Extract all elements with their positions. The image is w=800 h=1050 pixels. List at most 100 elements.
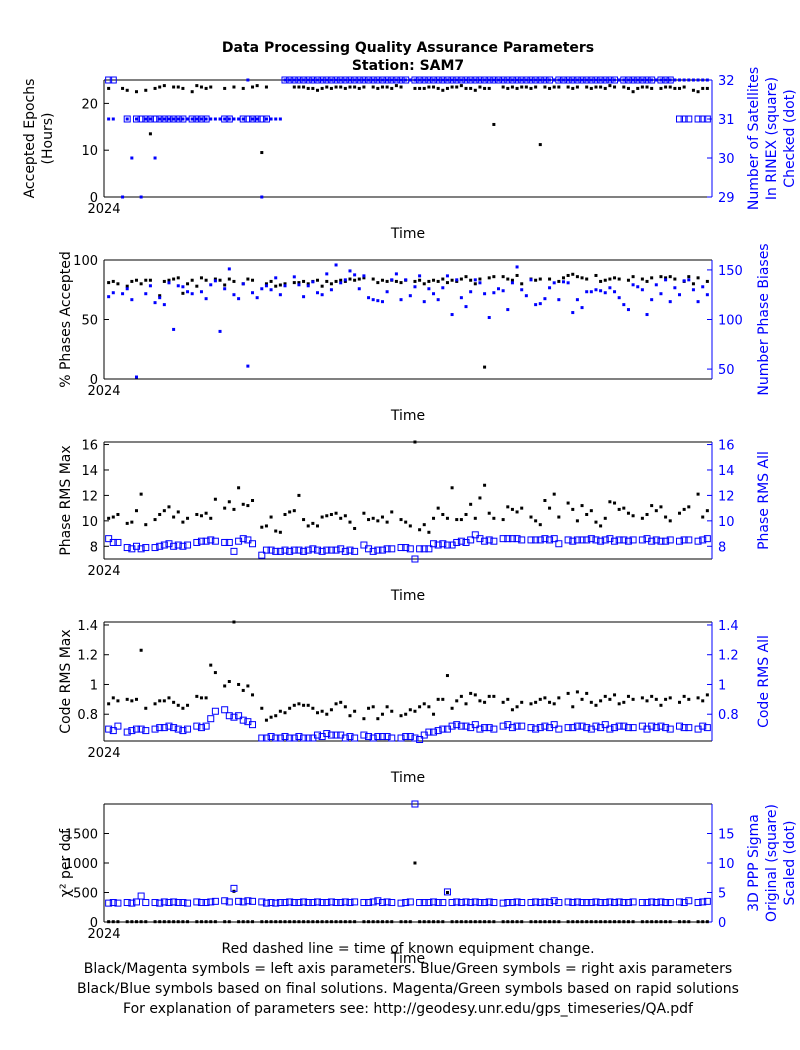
series-1 (107, 861, 709, 924)
data-square (290, 899, 298, 907)
data-point (673, 277, 677, 281)
data-square (536, 76, 544, 84)
data-square (485, 76, 493, 84)
data-point (251, 278, 255, 282)
data-point (506, 277, 510, 281)
data-point (455, 78, 459, 82)
data-point (297, 702, 301, 706)
data-point (631, 90, 635, 94)
data-square (193, 538, 201, 546)
data-square (105, 76, 113, 84)
data-point (246, 277, 250, 281)
data-square (569, 537, 577, 545)
data-point (608, 277, 612, 281)
data-point (297, 920, 301, 924)
left-tick-label: 1 (90, 678, 98, 693)
data-point (580, 697, 584, 701)
data-square (244, 536, 252, 544)
data-point (552, 78, 556, 82)
data-point (204, 278, 208, 282)
data-square (318, 899, 326, 907)
data-point (687, 275, 691, 279)
data-square (123, 899, 131, 907)
data-point (599, 78, 603, 82)
data-square (597, 899, 605, 907)
right-tick-label: 31 (718, 113, 735, 128)
data-point (566, 920, 570, 924)
data-point (329, 86, 333, 90)
data-point (264, 920, 268, 924)
data-square (592, 76, 600, 84)
data-square (457, 899, 465, 907)
data-point (399, 714, 403, 718)
data-square (416, 76, 424, 84)
data-point (626, 86, 630, 90)
data-square (583, 899, 591, 907)
right-tick-label: 1.2 (718, 649, 739, 664)
left-tick-label: 20 (81, 97, 98, 112)
data-point (144, 920, 148, 924)
data-square (462, 898, 470, 906)
data-point (362, 78, 366, 82)
data-point (186, 703, 190, 707)
data-point (664, 697, 668, 701)
data-square (351, 898, 359, 906)
data-point (237, 297, 241, 301)
data-square (448, 899, 456, 907)
data-point (130, 279, 134, 283)
data-point (357, 78, 361, 82)
data-square (235, 897, 243, 905)
data-square (239, 898, 247, 906)
data-point (139, 282, 143, 286)
data-square (420, 899, 428, 907)
data-point (404, 712, 408, 716)
data-square (490, 76, 498, 84)
data-point (445, 281, 449, 285)
data-point (223, 287, 227, 291)
data-square (471, 721, 479, 729)
data-square (624, 724, 632, 732)
data-point (501, 85, 505, 89)
data-point (464, 512, 468, 516)
data-point (566, 501, 570, 505)
data-point (515, 510, 519, 514)
data-point (548, 86, 552, 90)
data-square (620, 899, 628, 907)
data-point (264, 284, 268, 288)
data-square (313, 76, 321, 84)
data-square (132, 115, 140, 123)
data-point (571, 920, 575, 924)
data-point (274, 920, 278, 924)
data-point (427, 920, 431, 924)
data-square (657, 898, 665, 906)
data-point (585, 920, 589, 924)
data-point (422, 78, 426, 82)
data-point (617, 702, 621, 706)
data-point (445, 86, 449, 90)
data-point (682, 85, 686, 89)
data-square (629, 536, 637, 544)
data-square (541, 76, 549, 84)
data-point (575, 519, 579, 523)
data-square (397, 734, 405, 742)
data-square (346, 546, 354, 554)
data-square (550, 721, 558, 729)
data-square (652, 536, 660, 544)
data-square (360, 541, 368, 549)
data-point (269, 515, 273, 519)
data-square (202, 722, 210, 730)
data-point (325, 78, 329, 82)
data-point (566, 273, 570, 277)
data-point (264, 85, 268, 89)
data-point (107, 117, 111, 121)
data-point (631, 275, 635, 279)
data-point (371, 516, 375, 520)
data-point (654, 697, 658, 701)
data-point (691, 288, 695, 292)
data-point (232, 85, 236, 89)
data-point (362, 717, 366, 721)
data-point (134, 278, 138, 282)
data-point (473, 920, 477, 924)
data-point (162, 84, 166, 88)
data-square (202, 899, 210, 907)
